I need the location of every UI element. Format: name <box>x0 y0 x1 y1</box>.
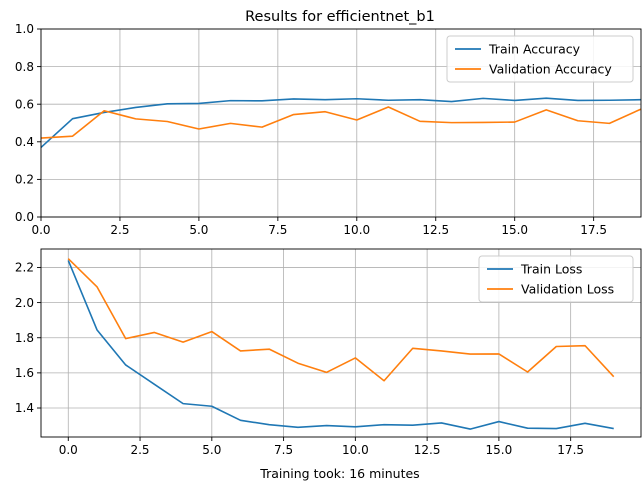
x-tick-label: 10.0 <box>342 443 369 457</box>
x-tick-label: 12.5 <box>414 443 441 457</box>
y-tick-label: 1.8 <box>15 331 34 345</box>
legend-box <box>446 35 634 83</box>
x-tick-label: 15.0 <box>486 443 513 457</box>
series-line-train-loss <box>67 260 614 430</box>
series-line-validation-accuracy <box>40 106 642 139</box>
x-tick-label: 0.0 <box>59 443 78 457</box>
x-tick-label: 2.5 <box>110 223 129 237</box>
accuracy-plot: 0.0 2.5 5.0 7.5 10.0 12.5 15.0 17.5 0.0 0.2 0.4 0.6… <box>15 22 642 237</box>
y-tick-label: 0.2 <box>15 173 34 187</box>
plot-frame <box>40 28 642 218</box>
plot-frame <box>40 248 642 438</box>
x-tick-label: 10.0 <box>343 223 370 237</box>
loss-plot: 0.0 2.5 5.0 7.5 10.0 12.5 15.0 17.5 1.4 1.6 1.8 2.0… <box>15 248 642 457</box>
y-tick-label: 0.6 <box>15 97 34 111</box>
legend-label: Validation Accuracy <box>489 62 612 77</box>
y-tick-label: 2.0 <box>15 296 34 310</box>
x-tick-label: 0.0 <box>31 223 50 237</box>
x-tick-label: 7.5 <box>274 443 293 457</box>
chart-title: Results for efficientnet_b1 <box>245 9 435 25</box>
legend-label: Validation Loss <box>521 282 614 297</box>
y-tick-label: 1.0 <box>15 22 34 36</box>
x-tick-label: 5.0 <box>202 443 221 457</box>
y-tick-label: 0.8 <box>15 60 34 74</box>
x-tick-label: 17.5 <box>580 223 607 237</box>
series-line-validation-loss <box>67 258 615 382</box>
x-tick-label: 5.0 <box>189 223 208 237</box>
y-tick-label: 1.4 <box>15 401 34 415</box>
series-line-train-accuracy <box>40 97 642 149</box>
x-axis-label: Training took: 16 minutes <box>259 466 419 481</box>
legend-label: Train Accuracy <box>488 42 581 57</box>
y-tick-label: 2.2 <box>15 261 34 275</box>
x-tick-label: 7.5 <box>268 223 287 237</box>
x-tick-label: 2.5 <box>130 443 149 457</box>
y-tick-label: 1.6 <box>15 366 34 380</box>
y-tick-label: 0.4 <box>15 135 34 149</box>
legend-box <box>478 255 634 303</box>
legend-label: Train Loss <box>520 262 582 277</box>
x-tick-label: 12.5 <box>422 223 449 237</box>
x-tick-label: 17.5 <box>557 443 584 457</box>
y-tick-label: 0.0 <box>15 210 34 224</box>
x-tick-label: 15.0 <box>501 223 528 237</box>
